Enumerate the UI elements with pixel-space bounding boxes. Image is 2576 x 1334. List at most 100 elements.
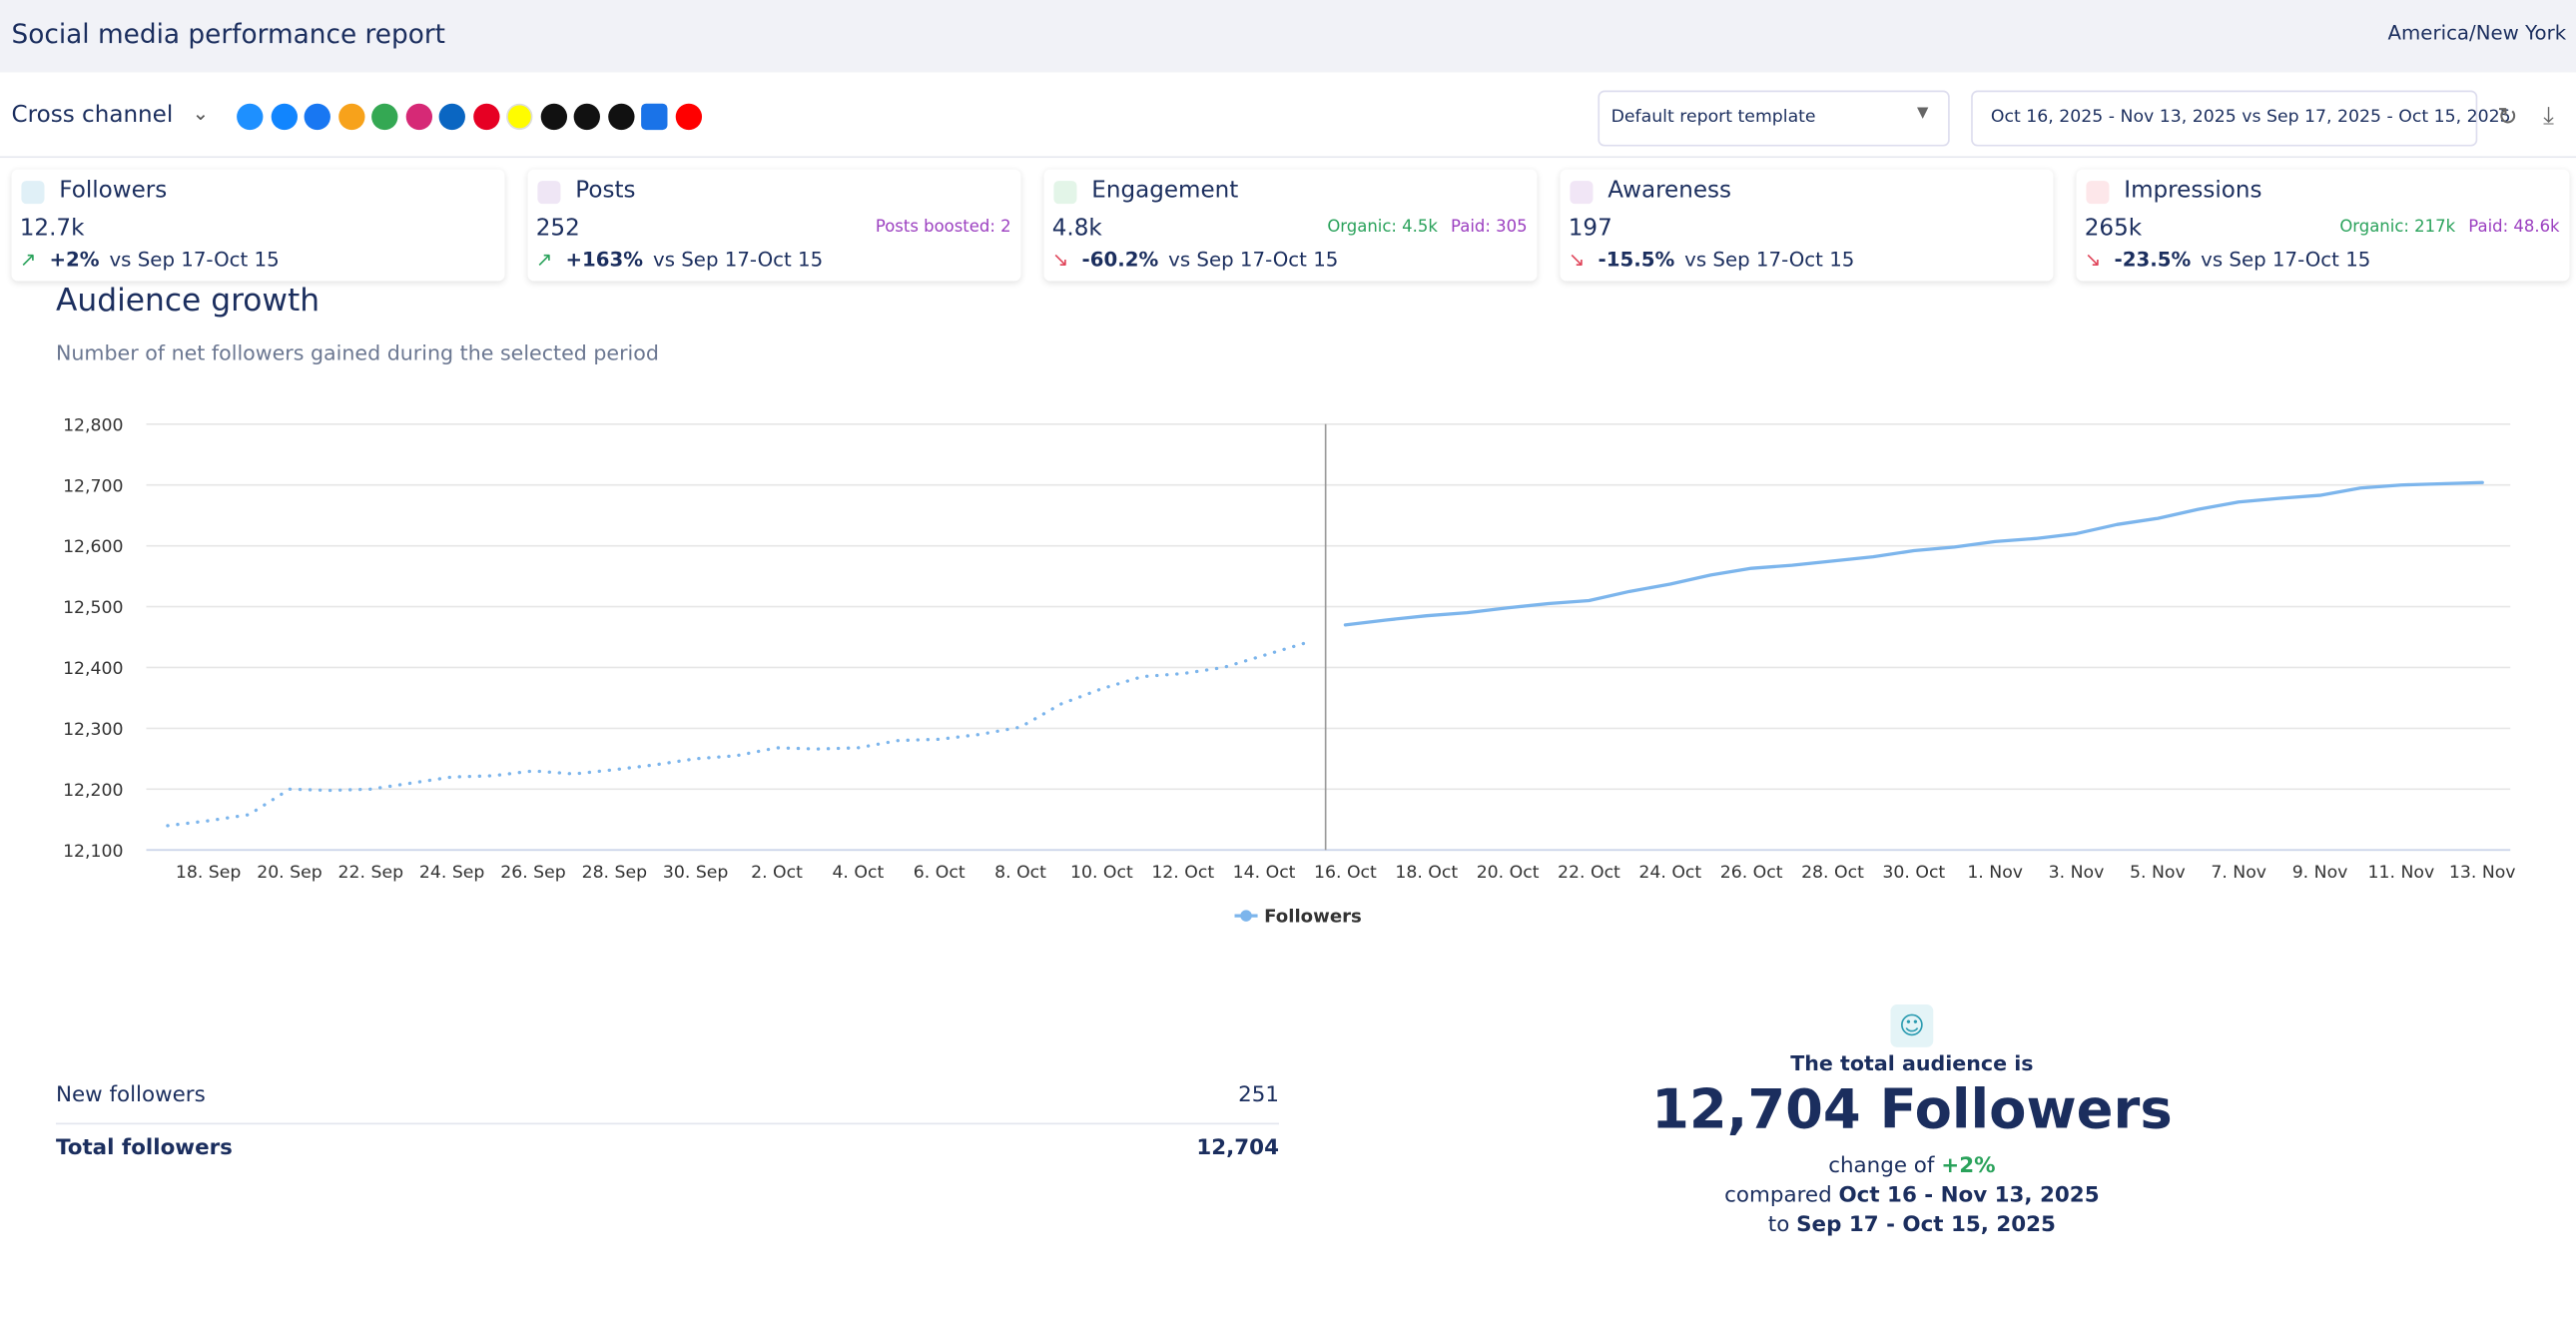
legend-label: Followers (1264, 907, 1362, 928)
x-tick-label: 26. Sep (500, 863, 566, 883)
x-tick-label: 16. Oct (1314, 863, 1377, 883)
kpi-label: Engagement (1091, 177, 1239, 205)
channel-dropdown-arrow[interactable]: ⌄ (192, 102, 210, 126)
trend-arrow: ↗ (535, 248, 553, 272)
kpi-card[interactable]: Engagement 4.8k ↘ -60.2% vs Sep 17-Oct 15 Org… (1043, 169, 1538, 282)
icon-facebook[interactable] (304, 103, 330, 131)
x-tick-label: 12. Oct (1151, 863, 1214, 883)
kpi-icon (537, 181, 561, 205)
y-tick-label: 12,200 (63, 781, 123, 801)
kpi-extras: Posts boosted: 2 (863, 219, 1011, 237)
icon-linkedin[interactable] (438, 103, 465, 131)
kpi-card[interactable]: Awareness 197 ↘ -15.5% vs Sep 17-Oct 15 (1560, 169, 2054, 282)
y-tick-label: 12,800 (63, 415, 123, 435)
kpi-extra: Paid: 305 (1451, 218, 1528, 238)
x-tick-label: 30. Sep (663, 863, 729, 883)
y-tick-label: 12,500 (63, 598, 123, 618)
kpi-change: ↗ +163% vs Sep 17-Oct 15 (536, 249, 823, 272)
channel-select[interactable]: Cross channel (11, 102, 174, 129)
x-tick-label: 24. Oct (1638, 863, 1701, 883)
period: Oct 16 - Nov 13, 2025 (1838, 1183, 2100, 1209)
icon-pinterest[interactable] (472, 103, 499, 131)
x-tick-label: 28. Sep (582, 863, 648, 883)
icon-threads[interactable] (539, 103, 567, 131)
total-to: to Sep 17 - Oct 15, 2025 (1584, 1213, 2242, 1238)
kpi-change: ↘ -23.5% vs Sep 17-Oct 15 (2085, 249, 2371, 272)
kpi-card[interactable]: Posts 252 ↗ +163% vs Sep 17-Oct 15 Posts boos… (527, 169, 1021, 282)
icon-googleplay[interactable] (371, 103, 398, 131)
template-select[interactable]: Default report template ▼ (1598, 90, 1950, 147)
timezone[interactable]: America/New York (2387, 21, 2567, 45)
change-value: -15.5% (1598, 248, 1675, 272)
x-tick-label: 3. Nov (2049, 863, 2105, 883)
kpi-label: Awareness (1608, 177, 1732, 205)
x-tick-label: 30. Oct (1882, 863, 1945, 883)
divider (0, 156, 2576, 159)
icon-snapchat[interactable] (506, 103, 533, 131)
summary-divider (55, 1122, 1279, 1125)
date-range-picker[interactable]: Oct 16, 2025 - Nov 13, 2025 vs Sep 17, 2… (1971, 90, 2511, 147)
icon-analytics[interactable] (337, 103, 364, 131)
icon-bluesky[interactable] (270, 103, 298, 131)
template-name: Default report template (1610, 107, 1816, 127)
icon-tiktok[interactable] (573, 103, 600, 131)
kpi-label: Followers (59, 177, 168, 205)
channel-icons (237, 103, 709, 137)
comparison: vs Sep 17-Oct 15 (1684, 248, 1855, 272)
download-button[interactable]: ⤓ (2543, 100, 2555, 131)
y-tick-label: 12,300 (63, 720, 123, 740)
comparison: vs Sep 17-Oct 15 (652, 248, 824, 272)
text: change of (1828, 1153, 1935, 1179)
trend-arrow: ↘ (1051, 248, 1069, 272)
x-tick-label: 4. Oct (832, 863, 884, 883)
kpi-extra: Paid: 48.6k (2468, 218, 2560, 238)
x-tick-label: 22. Sep (338, 863, 404, 883)
summary-value: 12,704 (1196, 1135, 1279, 1161)
x-tick-label: 20. Oct (1477, 863, 1540, 883)
report-title: Social media performance report (11, 18, 445, 50)
x-tick-label: 8. Oct (994, 863, 1046, 883)
icon-instagram[interactable] (404, 103, 432, 131)
icon-business[interactable] (641, 103, 668, 131)
x-tick-label: 18. Oct (1395, 863, 1458, 883)
x-tick-label: 14. Oct (1233, 863, 1296, 883)
audience-icon: ☺ (1890, 1004, 1934, 1047)
trend-arrow: ↘ (1568, 248, 1586, 272)
y-tick-label: 12,600 (63, 537, 123, 557)
refresh-button[interactable]: ↻ (2497, 102, 2518, 132)
kpi-extra: Posts boosted: 2 (875, 218, 1011, 238)
x-tick-label: 24. Sep (419, 863, 485, 883)
summary-label: Total followers (55, 1135, 233, 1161)
x-tick-label: 10. Oct (1070, 863, 1133, 883)
chart-subtitle: Number of net followers gained during th… (55, 339, 659, 365)
kpi-value: 252 (535, 215, 580, 243)
x-tick-label: 1. Nov (1967, 863, 2023, 883)
period: Sep 17 - Oct 15, 2025 (1796, 1213, 2056, 1238)
kpi-value: 197 (1568, 215, 1612, 243)
total-change: change of +2% (1584, 1154, 2242, 1179)
header-bar (0, 0, 2576, 73)
chart-title: Audience growth (55, 283, 321, 320)
change-value: +163% (565, 248, 644, 272)
kpi-card[interactable]: Impressions 265k ↘ -23.5% vs Sep 17-Oct 15 Or… (2076, 169, 2570, 282)
kpi-icon (2086, 181, 2110, 205)
kpi-card[interactable]: Followers 12.7k ↗ +2% vs Sep 17-Oct 15 (11, 169, 505, 282)
kpi-extra: Organic: 217k (2339, 218, 2456, 238)
series-line (1343, 480, 2484, 627)
kpi-value: 12.7k (19, 215, 85, 243)
trend-arrow: ↘ (2084, 248, 2102, 272)
comparison: vs Sep 17-Oct 15 (1168, 248, 1339, 272)
series-line (166, 641, 1307, 828)
icon-x[interactable] (607, 103, 634, 131)
summary-value: 251 (1238, 1083, 1279, 1108)
y-tick-label: 12,400 (63, 659, 123, 679)
kpi-value: 4.8k (1051, 215, 1102, 243)
trend-arrow: ↗ (19, 248, 37, 272)
x-tick-label: 22. Oct (1558, 863, 1620, 883)
change-value: +2% (49, 248, 100, 272)
change-value: +2% (1941, 1153, 1996, 1179)
icon-youtube[interactable] (674, 103, 702, 131)
comparison: vs Sep 17-Oct 15 (109, 248, 280, 272)
icon-appstore[interactable] (237, 103, 264, 131)
